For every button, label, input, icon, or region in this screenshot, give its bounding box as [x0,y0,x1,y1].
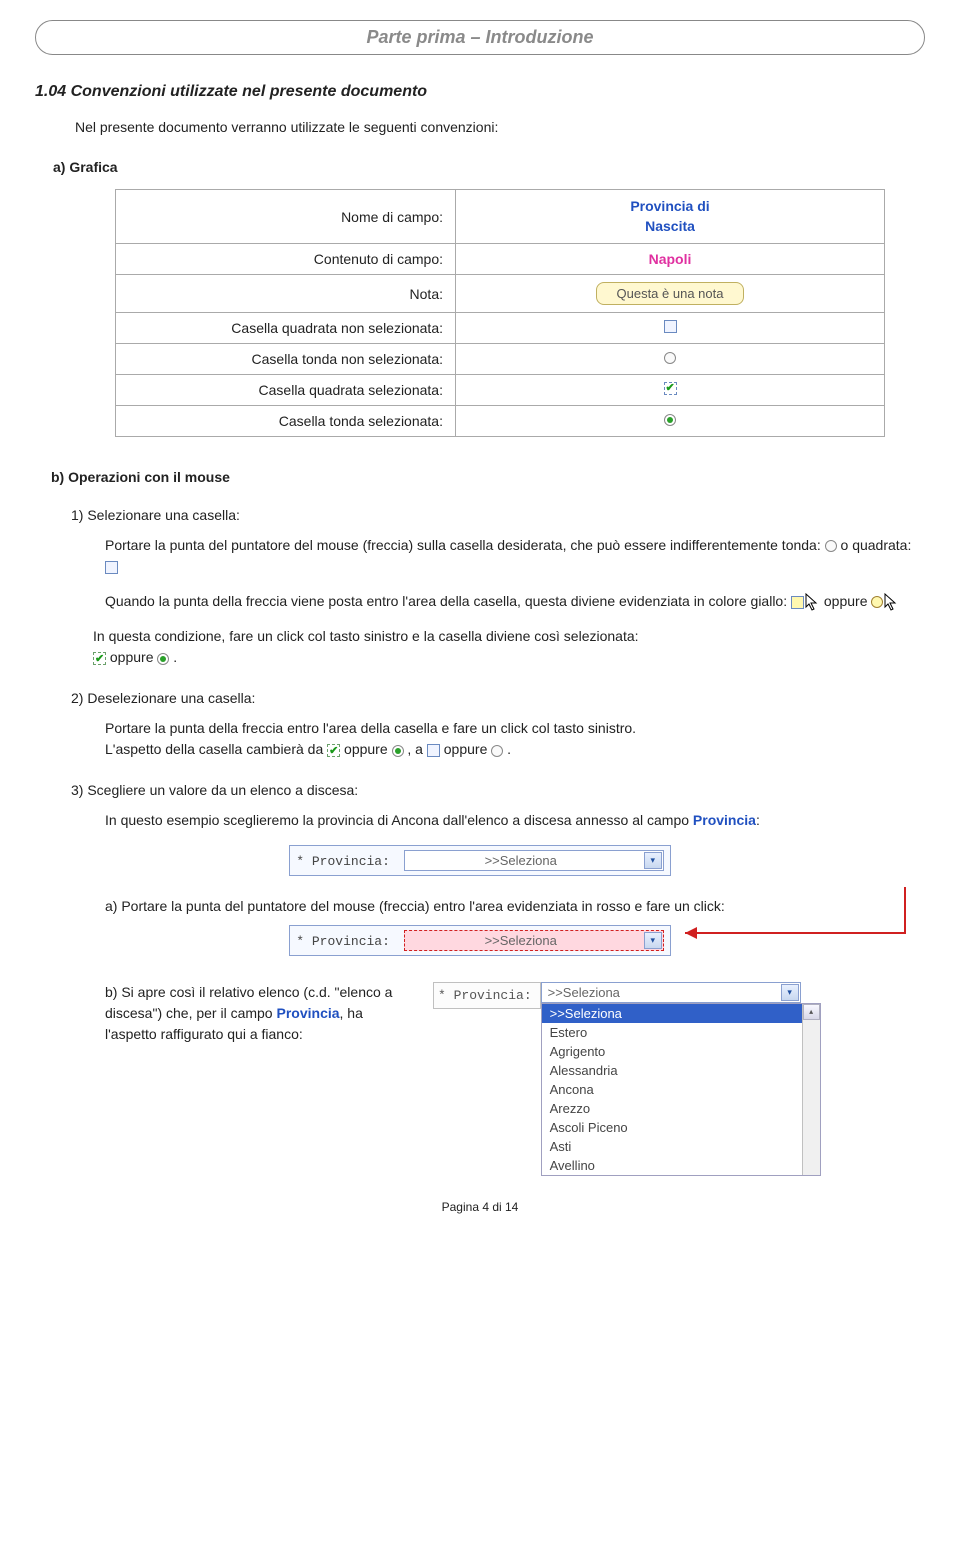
checkbox-hover-icon [791,596,804,609]
radio-checked-icon [157,653,169,665]
m1-para1: Portare la punta del puntatore del mouse… [105,535,925,577]
row7-value [456,406,885,437]
m2-para: Portare la punta della freccia entro l'a… [105,718,925,760]
row4-value [456,313,885,344]
radio-empty-icon [664,352,676,364]
row6-value [456,375,885,406]
list-item[interactable]: Asti [542,1137,802,1156]
chevron-down-icon[interactable]: ▾ [781,984,799,1001]
m3-para1: In questo esempio sceglieremo la provinc… [105,810,925,831]
sub-b: b) Operazioni con il mouse [51,469,925,485]
dropdown-demo-highlight: * Provincia: >>Seleziona ▾ [289,925,670,956]
checkbox-empty-icon [664,320,677,333]
row5-value [456,344,885,375]
scroll-up-icon[interactable]: ▴ [803,1004,820,1020]
conventions-table: Nome di campo: Provincia diNascita Conte… [115,189,885,437]
row2-value: Napoli [456,244,885,275]
chevron-down-icon[interactable]: ▾ [644,932,662,949]
list-item[interactable]: Estero [542,1023,802,1042]
h2-conventions: 1.04 Convenzioni utilizzate nel presente… [35,83,925,101]
list-item[interactable]: Agrigento [542,1042,802,1061]
radio-empty-icon [491,745,503,757]
dropdown-listbox[interactable]: >>SelezionaEsteroAgrigentoAlessandriaAnc… [541,1003,821,1176]
cursor-icon [883,592,899,612]
m3b-text: b) Si apre così il relativo elenco (c.d.… [105,982,415,1045]
m1-para2: Quando la punta della freccia viene post… [105,591,925,612]
dropdown-select[interactable]: >>Seleziona ▾ [541,982,801,1003]
page-footer: Pagina 4 di 14 [35,1200,925,1214]
row3-label: Nota: [116,275,456,313]
red-arrow-icon [675,885,915,945]
list-item[interactable]: >>Seleziona [542,1004,802,1023]
radio-checked-icon [664,414,676,426]
m3-head: 3) Scegliere un valore da un elenco a di… [71,782,925,798]
row2-label: Contenuto di campo: [116,244,456,275]
list-item[interactable]: Arezzo [542,1099,802,1118]
dropdown-select-highlighted[interactable]: >>Seleziona ▾ [404,930,664,951]
checkbox-checked-icon [327,744,340,757]
m1-head: 1) Selezionare una casella: [71,507,925,523]
dropdown-expanded-demo: * Provincia: >>Seleziona ▾ >>SelezionaEs… [433,982,821,1176]
row1-value: Provincia diNascita [456,190,885,244]
section-title-box: Parte prima – Introduzione [35,20,925,55]
m3b-layout: b) Si apre così il relativo elenco (c.d.… [105,982,925,1176]
row4-label: Casella quadrata non selezionata: [116,313,456,344]
dropdown-select[interactable]: >>Seleziona ▾ [404,850,664,871]
section-title: Parte prima – Introduzione [366,27,593,47]
row1-label: Nome di campo: [116,190,456,244]
radio-checked-icon [392,745,404,757]
list-item[interactable]: Avellino [542,1156,802,1175]
list-item[interactable]: Ancona [542,1080,802,1099]
dropdown-label: * Provincia: [433,982,541,1009]
list-item[interactable]: Alessandria [542,1061,802,1080]
intro-text: Nel presente documento verranno utilizza… [75,119,925,135]
checkbox-checked-icon [93,652,106,665]
chevron-down-icon[interactable]: ▾ [644,852,662,869]
row7-label: Casella tonda selezionata: [116,406,456,437]
dropdown-demo-1: * Provincia: >>Seleziona ▾ [289,845,670,876]
checkbox-checked-icon [664,382,677,395]
m2-head: 2) Deselezionare una casella: [71,690,925,706]
sub-a: a) Grafica [53,159,925,175]
radio-hover-icon [871,596,883,608]
checkbox-empty-icon [105,561,118,574]
checkbox-empty-icon [427,744,440,757]
row6-label: Casella quadrata selezionata: [116,375,456,406]
list-item[interactable]: Ascoli Piceno [542,1118,802,1137]
radio-empty-icon [825,540,837,552]
cursor-icon [804,592,820,612]
m1-para3: In questa condizione, fare un click col … [93,626,925,668]
row3-value: Questa è una nota [456,275,885,313]
row5-label: Casella tonda non selezionata: [116,344,456,375]
scrollbar[interactable]: ▴ [802,1004,820,1175]
